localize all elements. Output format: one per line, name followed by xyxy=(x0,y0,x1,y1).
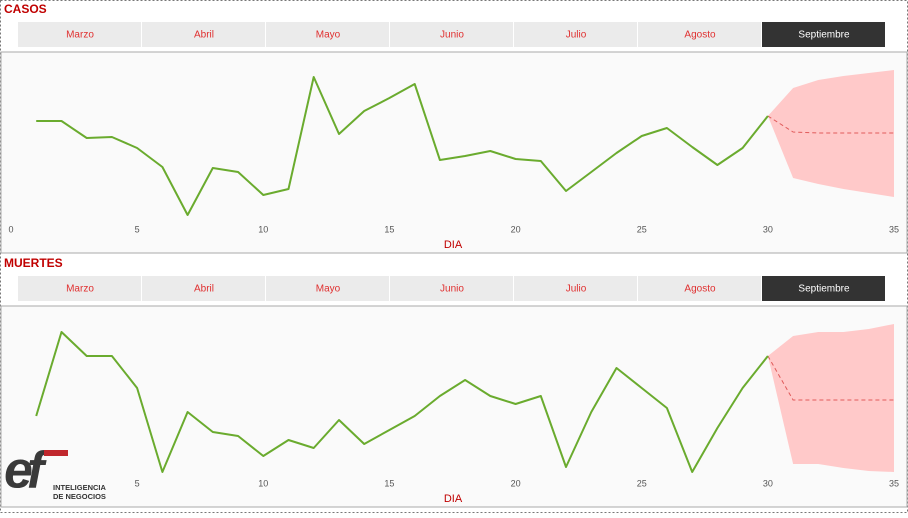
section-title: MUERTES xyxy=(4,256,63,270)
tab-label[interactable]: Marzo xyxy=(66,284,94,295)
x-tick-label: 0 xyxy=(8,478,13,488)
x-axis-label: DIA xyxy=(444,493,463,505)
tab[interactable] xyxy=(142,22,265,47)
x-tick-label: 25 xyxy=(637,224,647,234)
x-tick-label: 30 xyxy=(763,224,773,234)
x-tick-label: 5 xyxy=(135,478,140,488)
tab-label[interactable]: Mayo xyxy=(316,30,341,41)
x-tick-label: 15 xyxy=(384,224,394,234)
chart-panel xyxy=(0,51,908,254)
x-tick-label: 30 xyxy=(763,478,773,488)
tab[interactable] xyxy=(514,276,637,301)
tab[interactable] xyxy=(390,22,513,47)
tab-label[interactable]: Septiembre xyxy=(798,30,850,41)
x-tick-label: 0 xyxy=(8,224,13,234)
data-line xyxy=(36,76,769,216)
tab[interactable] xyxy=(762,22,885,47)
logo-text: DE NEGOCIOS xyxy=(53,492,106,501)
forecast-line xyxy=(767,355,894,401)
x-tick-label: 20 xyxy=(511,224,521,234)
logo-text: INTELIGENCIA xyxy=(53,483,107,492)
tab[interactable] xyxy=(266,22,389,47)
tab-label[interactable]: Julio xyxy=(566,30,587,41)
tab-label[interactable]: Marzo xyxy=(66,30,94,41)
x-tick-label: 10 xyxy=(258,224,268,234)
tab-label[interactable]: Agosto xyxy=(684,30,716,41)
tab-label[interactable]: Junio xyxy=(440,284,464,295)
x-tick-label: 20 xyxy=(511,478,521,488)
tab[interactable] xyxy=(638,22,761,47)
tab[interactable] xyxy=(18,276,141,301)
logo-accent xyxy=(44,450,68,456)
tab[interactable] xyxy=(18,22,141,47)
x-tick-label: 10 xyxy=(258,478,268,488)
x-tick-label: 35 xyxy=(889,478,899,488)
tab[interactable] xyxy=(142,276,265,301)
tab[interactable] xyxy=(514,22,637,47)
tab-label[interactable]: Abril xyxy=(194,284,214,295)
tab-label[interactable]: Julio xyxy=(566,284,587,295)
tab[interactable] xyxy=(266,276,389,301)
chart-panel xyxy=(0,305,908,508)
tab-label[interactable]: Junio xyxy=(440,30,464,41)
forecast-band xyxy=(767,70,894,197)
x-axis-label: DIA xyxy=(444,239,463,251)
x-tick-label: 15 xyxy=(384,478,394,488)
tab-label[interactable]: Abril xyxy=(194,30,214,41)
tab[interactable] xyxy=(638,276,761,301)
tab-label[interactable]: Mayo xyxy=(316,284,341,295)
x-tick-label: 35 xyxy=(889,224,899,234)
forecast-line xyxy=(767,115,894,134)
forecast-band xyxy=(767,324,894,472)
tab-label[interactable]: Agosto xyxy=(684,284,716,295)
tab[interactable] xyxy=(762,276,885,301)
tab[interactable] xyxy=(390,276,513,301)
x-tick-label: 5 xyxy=(135,224,140,234)
section-title: CASOS xyxy=(4,2,47,16)
tab-label[interactable]: Septiembre xyxy=(798,284,850,295)
data-line xyxy=(35,331,769,473)
x-tick-label: 25 xyxy=(637,478,647,488)
